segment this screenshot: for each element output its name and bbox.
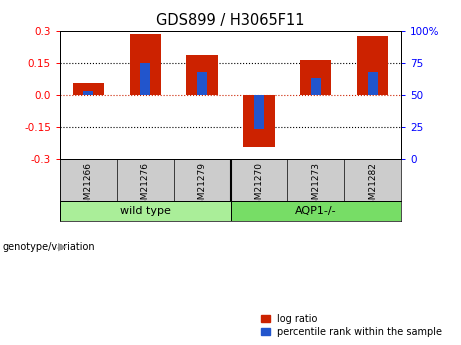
Bar	[367, 72, 378, 95]
Text: AQP1-/-: AQP1-/-	[295, 206, 337, 216]
Bar	[357, 36, 388, 95]
Bar	[300, 60, 331, 95]
Bar	[243, 95, 275, 147]
Text: GSM21266: GSM21266	[84, 162, 93, 211]
Text: GSM21270: GSM21270	[254, 162, 263, 211]
Bar	[60, 201, 230, 221]
Text: ▶: ▶	[58, 242, 66, 252]
Bar	[83, 91, 94, 95]
Bar	[130, 34, 161, 95]
Text: wild type: wild type	[120, 206, 171, 216]
Bar	[186, 56, 218, 95]
Text: GSM21276: GSM21276	[141, 162, 150, 211]
Bar	[230, 201, 401, 221]
Bar	[197, 72, 207, 95]
Legend: log ratio, percentile rank within the sample: log ratio, percentile rank within the sa…	[261, 314, 442, 337]
Text: genotype/variation: genotype/variation	[2, 242, 95, 252]
Bar	[140, 63, 150, 95]
Text: GSM21282: GSM21282	[368, 162, 377, 211]
Text: GSM21279: GSM21279	[198, 162, 207, 211]
Text: GSM21273: GSM21273	[311, 162, 320, 211]
Title: GDS899 / H3065F11: GDS899 / H3065F11	[156, 13, 305, 29]
Bar	[311, 78, 321, 95]
Bar	[254, 95, 264, 129]
Bar	[73, 83, 104, 95]
